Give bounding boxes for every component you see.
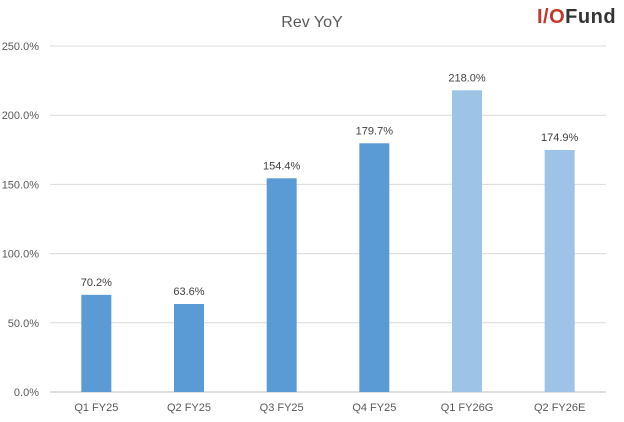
chart-title: Rev YoY	[281, 14, 343, 31]
data-label: 174.9%	[541, 132, 579, 144]
y-tick-label: 100.0%	[2, 249, 40, 261]
io-fund-logo: I/OFund	[537, 6, 616, 29]
x-tick-label: Q3 FY25	[260, 402, 304, 414]
logo-suffix: Fund	[565, 6, 617, 28]
bar	[81, 294, 112, 392]
logo-prefix: I/O	[537, 6, 566, 28]
x-tick-label: Q2 FY25	[167, 402, 211, 414]
bar	[174, 303, 204, 392]
gridlines	[50, 45, 606, 393]
bar	[544, 149, 575, 392]
data-label: 218.0%	[448, 72, 486, 84]
y-axis-ticks: 0.0% 50.0% 100.0% 150.0% 200.0% 250.0%	[2, 41, 40, 399]
bar	[266, 178, 297, 392]
y-tick-label: 50.0%	[8, 318, 39, 330]
data-label: 70.2%	[81, 277, 112, 289]
y-tick-label: 0.0%	[14, 387, 39, 399]
x-tick-label: Q2 FY26E	[534, 402, 585, 414]
y-tick-label: 150.0%	[2, 179, 40, 191]
data-label: 154.4%	[263, 160, 301, 172]
x-tick-label: Q1 FY26G	[441, 402, 494, 414]
y-tick-label: 200.0%	[2, 110, 40, 122]
bar	[452, 90, 482, 393]
data-label: 63.6%	[173, 286, 204, 298]
data-label: 179.7%	[356, 125, 394, 137]
y-tick-label: 250.0%	[2, 41, 40, 53]
data-labels: 70.2% 63.6% 154.4% 179.7% 218.0% 174.9%	[81, 72, 579, 298]
x-axis-categories: Q1 FY25 Q2 FY25 Q3 FY25 Q4 FY25 Q1 FY26G Q2 F…	[74, 402, 585, 414]
bars	[81, 90, 575, 393]
x-tick-label: Q4 FY25	[352, 402, 396, 414]
bar	[359, 143, 390, 392]
x-tick-label: Q1 FY25	[74, 402, 118, 414]
